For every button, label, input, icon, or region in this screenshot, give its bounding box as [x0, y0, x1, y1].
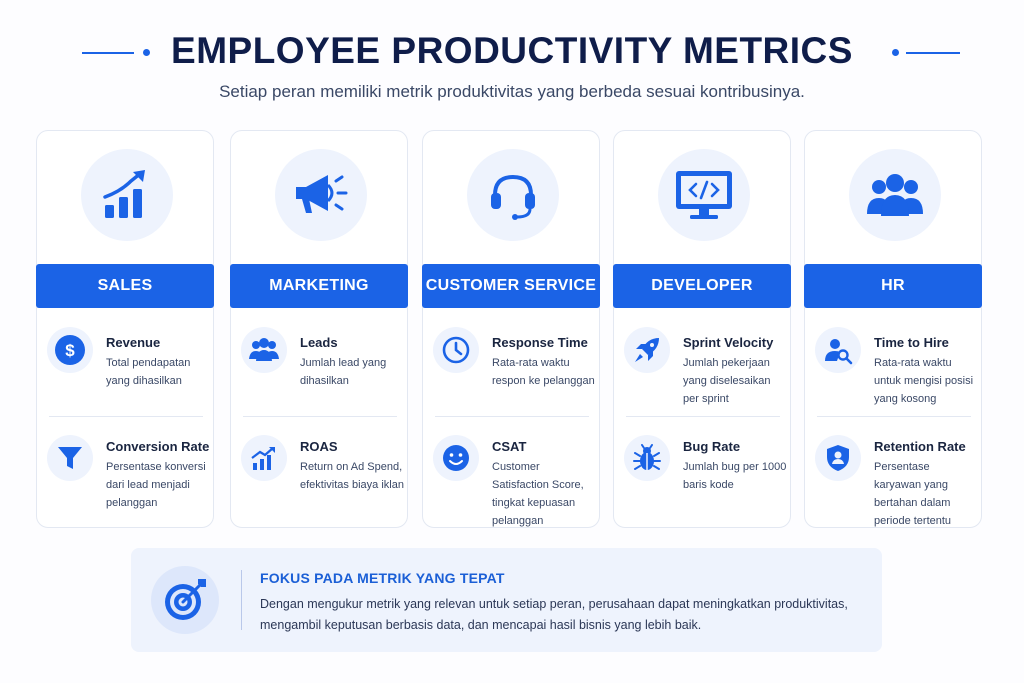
metric-title: CSAT — [492, 439, 527, 454]
metric-description: Jumlah lead yang dihasilkan — [300, 357, 387, 387]
metric-title: Sprint Velocity — [683, 335, 774, 350]
footer-separator — [241, 570, 242, 630]
metric-title: Retention Rate — [874, 439, 966, 454]
metric-title: Conversion Rate — [106, 439, 210, 454]
metric-description: Jumlah pekerjaan yang diselesaikan per s… — [683, 357, 771, 405]
metric-description: Total pendapatan yang dihasilkan — [106, 357, 191, 387]
metric-description: Persentase karyawan yang bertahan dalam … — [874, 461, 952, 527]
user-search-icon — [815, 327, 861, 373]
metric-description: Rata-rata waktu respon ke pelanggan — [492, 357, 595, 387]
page-subtitle: Setiap peran memiliki metrik produktivit… — [219, 82, 805, 101]
growth-chart-icon — [241, 435, 287, 481]
code-monitor-icon — [658, 149, 750, 241]
metric-divider — [435, 416, 589, 417]
smiley-icon — [433, 435, 479, 481]
metric-divider — [626, 416, 780, 417]
people-icon — [241, 327, 287, 373]
role-card-marketing: MARKETING Leads Jumlah lead yang dihasil… — [230, 130, 408, 528]
title-decoration-line-right — [906, 52, 960, 54]
bug-icon — [624, 435, 670, 481]
role-header-hr: HR — [804, 264, 982, 308]
headset-icon — [467, 149, 559, 241]
team-icon — [849, 149, 941, 241]
footer-text: Dengan mengukur metrik yang relevan untu… — [260, 597, 848, 632]
title-decoration-dot-left — [143, 49, 150, 56]
role-cards: SALES $ Revenue Total pendapatan yang di… — [36, 130, 982, 528]
role-header-customer-service: CUSTOMER SERVICE — [422, 264, 600, 308]
rocket-icon — [624, 327, 670, 373]
growth-chart-icon — [81, 149, 173, 241]
metric-title: ROAS — [300, 439, 338, 454]
metric-description: Persentase konversi dari lead menjadi pe… — [106, 461, 206, 509]
role-card-customer-service: CUSTOMER SERVICE Response Time Rata-rata… — [422, 130, 600, 528]
metric-description: Rata-rata waktu untuk mengisi posisi yan… — [874, 357, 974, 405]
metric-title: Time to Hire — [874, 335, 949, 350]
role-card-hr: HR Time to Hire Rata-rata waktu untuk me… — [804, 130, 982, 528]
page-title: EMPLOYEE PRODUCTIVITY METRICS — [171, 30, 853, 71]
role-card-sales: SALES $ Revenue Total pendapatan yang di… — [36, 130, 214, 528]
role-header-developer: DEVELOPER — [613, 264, 791, 308]
header: EMPLOYEE PRODUCTIVITY METRICS — [0, 28, 1024, 78]
role-card-developer: DEVELOPER Sprint Velocity Jumlah pekerja… — [613, 130, 791, 528]
target-icon — [151, 566, 219, 634]
megaphone-icon — [275, 149, 367, 241]
funnel-icon — [47, 435, 93, 481]
role-header-marketing: MARKETING — [230, 264, 408, 308]
title-decoration-dot-right — [892, 49, 899, 56]
metric-divider — [49, 416, 203, 417]
metric-divider — [243, 416, 397, 417]
dollar-icon: $ — [47, 327, 93, 373]
role-header-sales: SALES — [36, 264, 214, 308]
metric-title: Revenue — [106, 335, 161, 350]
footer-callout: FOKUS PADA METRIK YANG TEPAT Dengan meng… — [131, 548, 882, 652]
metric-description: Customer Satisfaction Score, tingkat kep… — [492, 461, 584, 527]
clock-icon — [433, 327, 479, 373]
metric-title: Bug Rate — [683, 439, 741, 454]
metric-title: Response Time — [492, 335, 588, 350]
metric-divider — [817, 416, 971, 417]
footer-title: FOKUS PADA METRIK YANG TEPAT — [260, 570, 505, 586]
metric-description: Return on Ad Spend, efektivitas biaya ik… — [300, 461, 404, 491]
metric-description: Jumlah bug per 1000 baris kode — [683, 461, 787, 491]
svg-text:$: $ — [65, 341, 75, 360]
title-decoration-line-left — [82, 52, 134, 54]
metric-title: Leads — [300, 335, 338, 350]
shield-user-icon — [815, 435, 861, 481]
